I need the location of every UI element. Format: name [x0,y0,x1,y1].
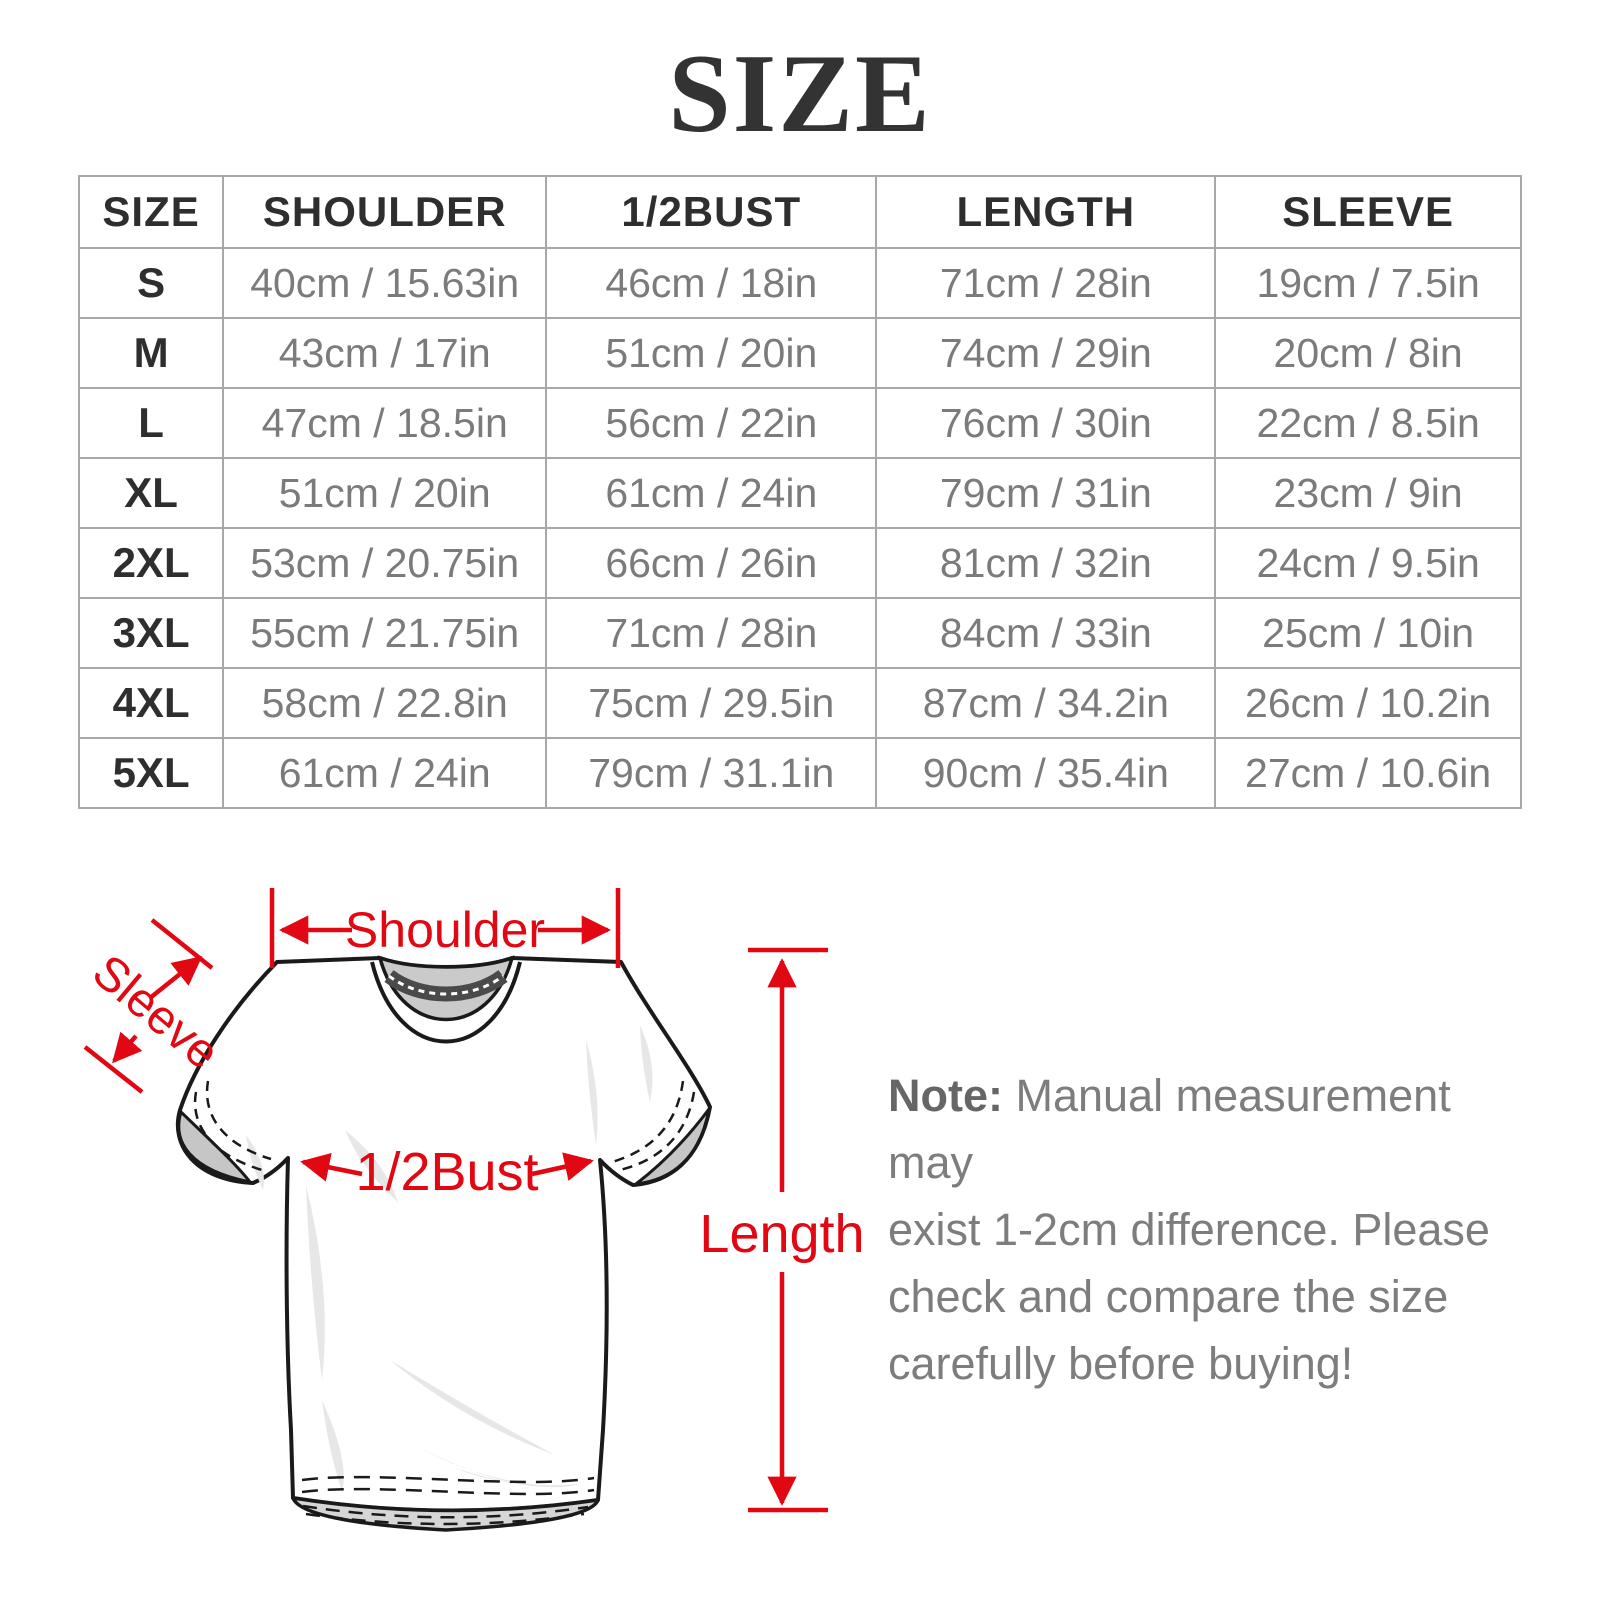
bust-arrow-left [300,1152,363,1182]
measurement-cell: 84cm / 33in [875,597,1217,669]
measurement-cell: 71cm / 28in [545,597,878,669]
size-cell: M [77,317,225,389]
measurement-cell: 43cm / 17in [222,317,548,389]
size-cell: 2XL [77,527,225,599]
measurement-cell: 51cm / 20in [545,317,878,389]
size-cell: 3XL [77,597,225,669]
tshirt-illustration [175,955,712,1532]
sleeve-arrow-lower [112,1031,143,1064]
column-header-shoulder: SHOULDER [222,175,548,249]
measurement-cell: 53cm / 20.75in [222,527,548,599]
note-line: exist 1-2cm difference. Please [888,1204,1490,1255]
measurement-cell: 79cm / 31in [875,457,1217,529]
right-sleeve-cuff [611,1080,711,1186]
collar [370,955,522,1044]
size-cell: S [77,247,225,319]
measurement-cell: 25cm / 10in [1214,597,1522,669]
measurement-cell: 27cm / 10.6in [1214,737,1522,809]
note-label: Note: [888,1070,1003,1121]
size-table: SIZE SHOULDER 1/2BUST LENGTH SLEEVE S 40… [77,175,1522,809]
table-header-row: SIZE SHOULDER 1/2BUST LENGTH SLEEVE [77,175,1522,249]
measurement-cell: 61cm / 24in [545,457,878,529]
size-table-container: SIZE SHOULDER 1/2BUST LENGTH SLEEVE S 40… [77,175,1522,809]
size-cell: L [77,387,225,459]
table-row: L 47cm / 18.5in 56cm / 22in 76cm / 30in … [77,387,1522,459]
shoulder-measure: Shoulder [269,888,621,968]
column-header-sleeve: SLEEVE [1214,175,1522,249]
note-line: Note: Manual measurement may [888,1062,1513,1196]
length-measure: Length [699,947,865,1513]
tshirt-measurement-diagram: Shoulder Sleeve 1/2Bust [82,888,865,1532]
table-row: M 43cm / 17in 51cm / 20in 74cm / 29in 20… [77,317,1522,389]
measurement-cell: 56cm / 22in [545,387,878,459]
measurement-cell: 24cm / 9.5in [1214,527,1522,599]
measurement-cell: 79cm / 31.1in [545,737,878,809]
measurement-cell: 58cm / 22.8in [222,667,548,739]
shoulder-label: Shoulder [345,902,545,958]
size-cell: 5XL [77,737,225,809]
length-label: Length [699,1204,864,1264]
size-cell: XL [77,457,225,529]
measurement-cell: 74cm / 29in [875,317,1217,389]
column-header-length: LENGTH [875,175,1217,249]
size-cell: 4XL [77,667,225,739]
bust-arrow-right [531,1152,594,1181]
measurement-cell: 51cm / 20in [222,457,548,529]
note-line: carefully before buying! [888,1338,1354,1389]
measurement-cell: 26cm / 10.2in [1214,667,1522,739]
measurement-cell: 20cm / 8in [1214,317,1522,389]
table-row: S 40cm / 15.63in 46cm / 18in 71cm / 28in… [77,247,1522,319]
measurement-cell: 61cm / 24in [222,737,548,809]
measurement-cell: 46cm / 18in [545,247,878,319]
table-row: 5XL 61cm / 24in 79cm / 31.1in 90cm / 35.… [77,737,1522,809]
measurement-cell: 19cm / 7.5in [1214,247,1522,319]
sleeve-tick-upper [150,918,214,970]
sleeve-tick-lower [83,1045,144,1094]
table-row: 2XL 53cm / 20.75in 66cm / 26in 81cm / 32… [77,527,1522,599]
bottom-hem [291,1475,600,1532]
column-header-size: SIZE [77,175,225,249]
measurement-cell: 76cm / 30in [875,387,1217,459]
left-sleeve-cuff [177,1080,272,1184]
note-line-text: Manual measurement may [888,1070,1451,1188]
measurement-cell: 40cm / 15.63in [222,247,548,319]
measurement-cell: 87cm / 34.2in [875,667,1217,739]
measurement-cell: 66cm / 26in [545,527,878,599]
bust-label: 1/2Bust [355,1142,538,1202]
sleeve-arrow-upper [148,956,203,1000]
collar-zigzag-stitch [388,974,504,996]
table-row: 4XL 58cm / 22.8in 75cm / 29.5in 87cm / 3… [77,667,1522,739]
page-title: SIZE [668,32,932,156]
measurement-cell: 90cm / 35.4in [875,737,1217,809]
measurement-cell: 22cm / 8.5in [1214,387,1522,459]
column-header-bust: 1/2BUST [545,175,878,249]
measurement-cell: 81cm / 32in [875,527,1217,599]
measurement-cell: 47cm / 18.5in [222,387,548,459]
measurement-cell: 75cm / 29.5in [545,667,878,739]
measurement-cell: 55cm / 21.75in [222,597,548,669]
measurement-cell: 23cm / 9in [1214,457,1522,529]
table-row: 3XL 55cm / 21.75in 71cm / 28in 84cm / 33… [77,597,1522,669]
front-neckline [370,961,522,1044]
note-text: Note: Manual measurement may exist 1-2cm… [888,1062,1513,1397]
wrinkle-shading [246,1025,653,1492]
table-row: XL 51cm / 20in 61cm / 24in 79cm / 31in 2… [77,457,1522,529]
note-line: check and compare the size [888,1271,1449,1322]
bust-measure: 1/2Bust [300,1142,594,1202]
measurement-cell: 71cm / 28in [875,247,1217,319]
